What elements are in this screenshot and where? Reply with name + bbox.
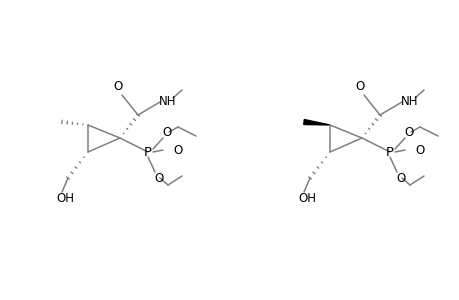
Polygon shape: [303, 119, 329, 125]
Text: NH: NH: [400, 94, 418, 107]
Text: O: O: [113, 80, 123, 92]
Text: O: O: [162, 125, 171, 139]
Text: O: O: [414, 143, 423, 157]
Text: NH: NH: [159, 94, 176, 107]
Text: O: O: [403, 125, 413, 139]
Text: O: O: [355, 80, 364, 92]
Text: O: O: [396, 172, 405, 184]
Text: O: O: [173, 143, 182, 157]
Text: OH: OH: [56, 193, 74, 206]
Text: P: P: [144, 146, 151, 158]
Text: P: P: [385, 146, 393, 158]
Text: O: O: [154, 172, 163, 184]
Text: OH: OH: [297, 193, 315, 206]
